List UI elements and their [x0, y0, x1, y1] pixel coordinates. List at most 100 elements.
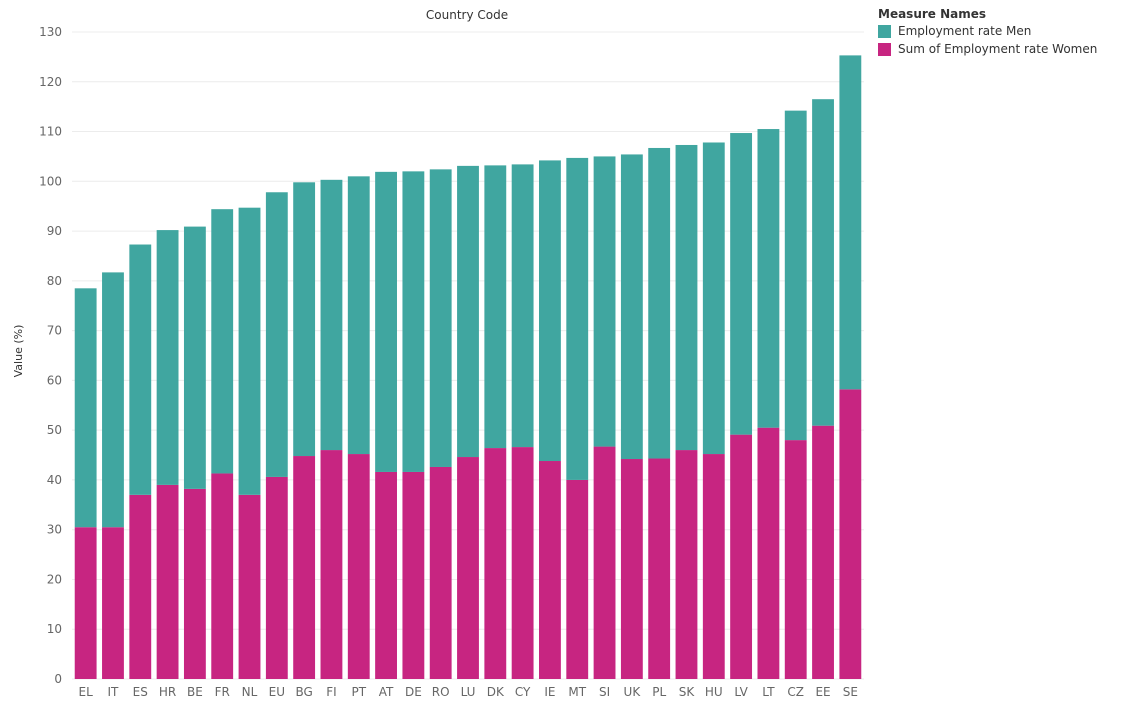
bar-es-men[interactable] — [129, 244, 152, 495]
y-tick-label: 20 — [47, 572, 62, 586]
legend-item-men[interactable]: Employment rate Men — [878, 24, 1097, 38]
y-tick-label: 40 — [47, 473, 62, 487]
legend-item-women[interactable]: Sum of Employment rate Women — [878, 42, 1097, 56]
x-tick-label: IT — [108, 685, 120, 699]
x-tick-label: FI — [326, 685, 336, 699]
bar-cy-men[interactable] — [511, 164, 534, 448]
bar-lu-men[interactable] — [457, 165, 479, 458]
x-tick-label: EL — [79, 685, 94, 699]
bar-bg-women[interactable] — [293, 456, 316, 679]
x-tick-label: UK — [624, 685, 642, 699]
bar-nl-women[interactable] — [238, 494, 261, 679]
y-axis-label: Value (%) — [12, 325, 25, 378]
bars — [74, 55, 862, 679]
bar-si-men[interactable] — [593, 156, 616, 447]
bar-lt-women[interactable] — [757, 427, 780, 679]
bar-ee-women[interactable] — [812, 425, 834, 679]
bar-dk-women[interactable] — [484, 448, 507, 679]
bar-be-women[interactable] — [183, 488, 206, 679]
bar-dk-men[interactable] — [484, 165, 507, 449]
bar-lv-men[interactable] — [730, 133, 753, 435]
x-tick-label: LU — [461, 685, 476, 699]
x-tick-label: BG — [295, 685, 312, 699]
legend-title: Measure Names — [878, 7, 987, 21]
x-tick-label: LT — [762, 685, 775, 699]
bar-mt-men[interactable] — [566, 157, 589, 480]
bar-fr-men[interactable] — [211, 209, 234, 474]
legend-swatch-men — [878, 24, 891, 38]
bar-lv-women[interactable] — [730, 434, 753, 679]
bar-pl-men[interactable] — [648, 147, 671, 459]
bar-hu-men[interactable] — [702, 142, 725, 455]
bar-bg-men[interactable] — [293, 182, 316, 457]
bar-sk-women[interactable] — [675, 450, 698, 679]
bar-eu-men[interactable] — [265, 192, 288, 477]
bar-de-women[interactable] — [402, 471, 425, 679]
x-tick-label: DK — [487, 685, 505, 699]
x-tick-label: RO — [432, 685, 450, 699]
bar-de-men[interactable] — [402, 171, 425, 472]
x-tick-label: BE — [187, 685, 203, 699]
bar-se-women[interactable] — [839, 389, 862, 679]
bar-eu-women[interactable] — [265, 476, 288, 679]
x-tick-label: SK — [679, 685, 696, 699]
bar-nl-men[interactable] — [238, 207, 261, 495]
bar-lu-women[interactable] — [457, 457, 479, 679]
legend: Measure Names Employment rate Men Sum of… — [878, 7, 1097, 60]
y-axis-ticks: 0 10 20 30 40 50 60 70 80 90 100 110 120 130 — [39, 25, 62, 686]
x-tick-label: SI — [599, 685, 610, 699]
chart-title: Country Code — [426, 8, 508, 22]
y-tick-label: 120 — [39, 75, 62, 89]
bar-fi-women[interactable] — [320, 450, 343, 679]
bar-uk-men[interactable] — [620, 154, 643, 460]
y-tick-label: 80 — [47, 274, 62, 288]
bar-at-women[interactable] — [375, 471, 397, 679]
x-tick-label: PL — [652, 685, 666, 699]
x-tick-label: FR — [215, 685, 230, 699]
bar-pt-men[interactable] — [347, 176, 370, 455]
legend-label-women: Sum of Employment rate Women — [898, 42, 1098, 56]
legend-label-men: Employment rate Men — [898, 24, 1032, 38]
bar-ro-women[interactable] — [429, 466, 452, 679]
bar-pl-women[interactable] — [648, 458, 671, 679]
bar-ie-men[interactable] — [539, 160, 561, 462]
bar-se-men[interactable] — [839, 55, 862, 390]
bar-pt-women[interactable] — [347, 454, 370, 679]
bar-ro-men[interactable] — [429, 169, 452, 467]
bar-hu-women[interactable] — [702, 454, 725, 679]
legend-swatch-women — [878, 42, 891, 56]
x-tick-label: SE — [843, 685, 858, 699]
bar-cz-women[interactable] — [784, 440, 807, 679]
y-tick-label: 110 — [39, 125, 62, 139]
bar-si-women[interactable] — [593, 446, 616, 679]
bar-fi-men[interactable] — [320, 179, 343, 451]
bar-hr-men[interactable] — [156, 230, 179, 485]
bar-el-women[interactable] — [74, 527, 97, 679]
y-tick-label: 30 — [47, 523, 62, 537]
bar-cz-men[interactable] — [784, 110, 807, 441]
bar-it-men[interactable] — [102, 272, 124, 528]
bar-cy-women[interactable] — [511, 447, 534, 679]
x-tick-label: CY — [515, 685, 531, 699]
y-tick-label: 90 — [47, 224, 62, 238]
bar-mt-women[interactable] — [566, 479, 589, 679]
x-tick-label: AT — [379, 685, 394, 699]
x-tick-label: HU — [705, 685, 723, 699]
bar-uk-women[interactable] — [620, 459, 643, 679]
bar-fr-women[interactable] — [211, 473, 234, 679]
bar-sk-men[interactable] — [675, 144, 698, 451]
bar-el-men[interactable] — [74, 288, 97, 528]
y-tick-label: 10 — [47, 622, 62, 636]
bar-be-men[interactable] — [183, 226, 206, 489]
bar-lt-men[interactable] — [757, 129, 780, 428]
x-axis-ticks: EL IT ES HR BE FR NL EU BG FI PT AT DE RO LU DK CY IE MT SI… — [79, 685, 858, 699]
x-tick-label: MT — [568, 685, 586, 699]
bar-at-men[interactable] — [375, 171, 397, 472]
bar-ee-men[interactable] — [812, 99, 834, 426]
bar-it-women[interactable] — [102, 527, 124, 679]
x-tick-label: ES — [133, 685, 148, 699]
bar-es-women[interactable] — [129, 494, 152, 679]
bar-hr-women[interactable] — [156, 484, 179, 679]
bar-ie-women[interactable] — [539, 461, 561, 679]
